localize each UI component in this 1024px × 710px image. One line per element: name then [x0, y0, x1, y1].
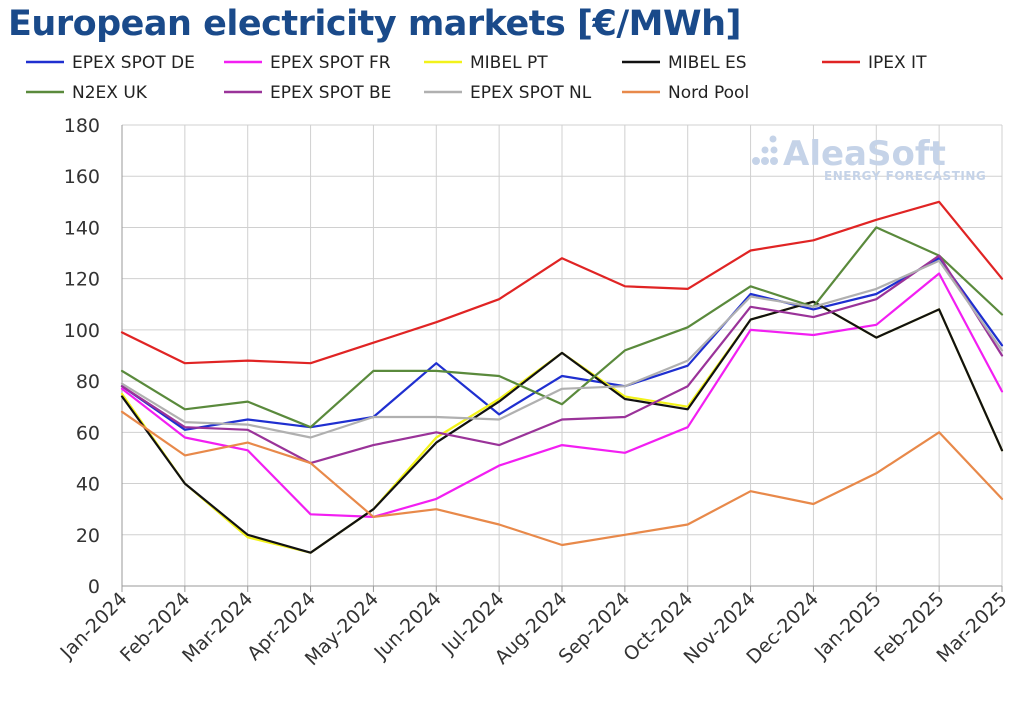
legend-label: N2EX UK	[72, 83, 148, 103]
y-tick-label: 60	[76, 422, 100, 444]
x-tick-label: Jun-2024	[370, 588, 446, 664]
series-line	[120, 300, 1004, 554]
series-line	[120, 254, 1004, 465]
series-line	[120, 200, 1004, 365]
series-line	[120, 226, 1004, 429]
legend-label: EPEX SPOT FR	[270, 53, 391, 73]
legend-label: Nord Pool	[668, 83, 749, 103]
y-tick-label: 100	[64, 320, 100, 342]
legend-label: MIBEL PT	[470, 53, 548, 73]
legend-label: EPEX SPOT NL	[470, 83, 592, 103]
logo-name: AleaSoft	[783, 134, 946, 174]
y-tick-label: 180	[64, 115, 100, 137]
series-line	[120, 410, 1004, 547]
legend-label: EPEX SPOT DE	[72, 53, 195, 73]
logo-dots-icon	[752, 135, 778, 165]
logo-tagline: ENERGY FORECASTING	[824, 169, 986, 183]
series-lines	[120, 200, 1004, 554]
y-tick-label: 160	[64, 166, 100, 188]
legend-label: EPEX SPOT BE	[270, 83, 391, 103]
y-tick-label: 120	[64, 269, 100, 291]
legend: EPEX SPOT DE EPEX SPOT FR MIBEL PT MIBEL ES…	[26, 53, 927, 103]
series-line	[120, 259, 1004, 439]
y-tick-label: 0	[88, 576, 100, 598]
y-tick-label: 140	[64, 217, 100, 239]
gridlines	[121, 124, 1003, 587]
chart-title: European electricity markets [€/MWh]	[8, 4, 741, 44]
series-line	[120, 272, 1004, 519]
legend-label: IPEX IT	[868, 53, 927, 73]
aleasoft-logo: AleaSoft ENERGY FORECASTING	[752, 134, 986, 183]
series-line	[120, 257, 1004, 431]
legend-label: MIBEL ES	[668, 53, 747, 73]
y-tick-label: 40	[76, 474, 100, 496]
y-tick-label: 20	[76, 525, 100, 547]
y-tick-label: 80	[76, 371, 100, 393]
